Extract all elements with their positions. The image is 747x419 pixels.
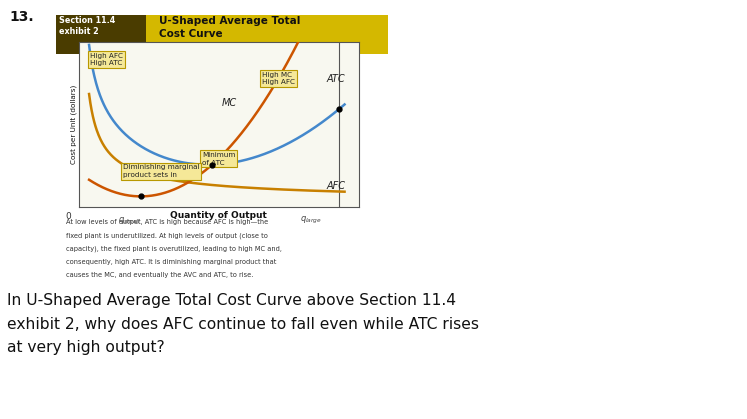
- Text: $q_{large}$: $q_{large}$: [300, 215, 322, 226]
- Text: capacity), the fixed plant is overutilized, leading to high MC and,: capacity), the fixed plant is overutiliz…: [66, 246, 282, 252]
- Text: MC: MC: [222, 98, 237, 108]
- Text: High MC
High AFC: High MC High AFC: [262, 72, 295, 85]
- Text: Section 11.4: Section 11.4: [59, 16, 116, 25]
- Text: AFC: AFC: [326, 181, 345, 191]
- Text: $q_{small}$: $q_{small}$: [118, 215, 141, 225]
- Y-axis label: Cost per Unit (dollars): Cost per Unit (dollars): [70, 85, 76, 164]
- Text: Diminishing marginal
product sets in: Diminishing marginal product sets in: [123, 164, 199, 178]
- X-axis label: Quantity of Output: Quantity of Output: [170, 211, 267, 220]
- Text: consequently, high ATC. It is diminishing marginal product that: consequently, high ATC. It is diminishin…: [66, 259, 276, 265]
- Text: ATC: ATC: [326, 74, 345, 84]
- Text: exhibit 2: exhibit 2: [59, 27, 99, 36]
- Bar: [56, 15, 388, 54]
- Text: U-Shaped Average Total
Cost Curve: U-Shaped Average Total Cost Curve: [159, 16, 300, 39]
- Text: causes the MC, and eventually the AVC and ATC, to rise.: causes the MC, and eventually the AVC an…: [66, 272, 253, 278]
- Text: 13.: 13.: [9, 10, 34, 24]
- Text: fixed plant is underutilized. At high levels of output (close to: fixed plant is underutilized. At high le…: [66, 232, 268, 239]
- Text: In U-Shaped Average Total Cost Curve above Section 11.4
exhibit 2, why does AFC : In U-Shaped Average Total Cost Curve abo…: [7, 293, 480, 355]
- Text: 0: 0: [66, 212, 72, 221]
- Text: At low levels of output, ATC is high because AFC is high—the: At low levels of output, ATC is high bec…: [66, 219, 268, 225]
- Text: Minimum
of ATC: Minimum of ATC: [202, 152, 235, 166]
- Bar: [56, 15, 146, 54]
- Text: High AFC
High ATC: High AFC High ATC: [90, 52, 123, 66]
